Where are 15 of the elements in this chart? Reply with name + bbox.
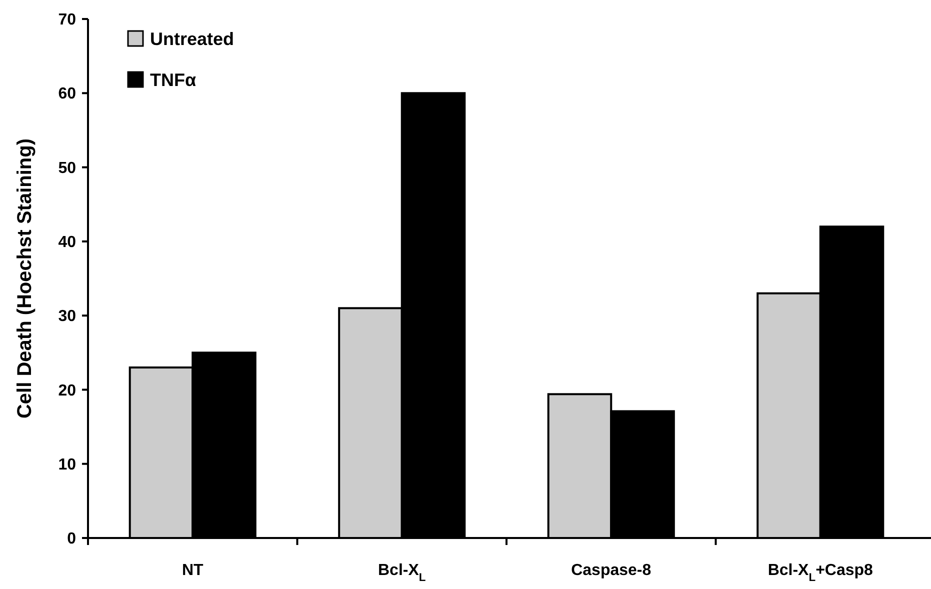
y-tick-label: 30 xyxy=(58,308,76,326)
x-tick-label: Caspase-8 xyxy=(571,562,652,579)
legend-label: TNFα xyxy=(150,70,196,90)
legend-label: Untreated xyxy=(150,28,234,49)
y-tick-label: 70 xyxy=(58,12,76,29)
x-tick-label: NT xyxy=(182,562,204,579)
y-tick-label: 50 xyxy=(58,160,76,177)
y-tick-label: 0 xyxy=(67,530,76,548)
x-tick-label: Bcl-X$_{L}$ xyxy=(378,562,426,584)
y-axis-title: Cell Death (Hoechst Staining) xyxy=(14,138,36,419)
y-tick-label: 10 xyxy=(58,456,76,474)
y-tick-label: 60 xyxy=(58,86,76,103)
y-tick-label: 20 xyxy=(58,382,76,400)
y-tick-label: 40 xyxy=(58,234,76,252)
x-tick-label: Bcl-X$_{L}$+Casp8 xyxy=(768,562,874,584)
